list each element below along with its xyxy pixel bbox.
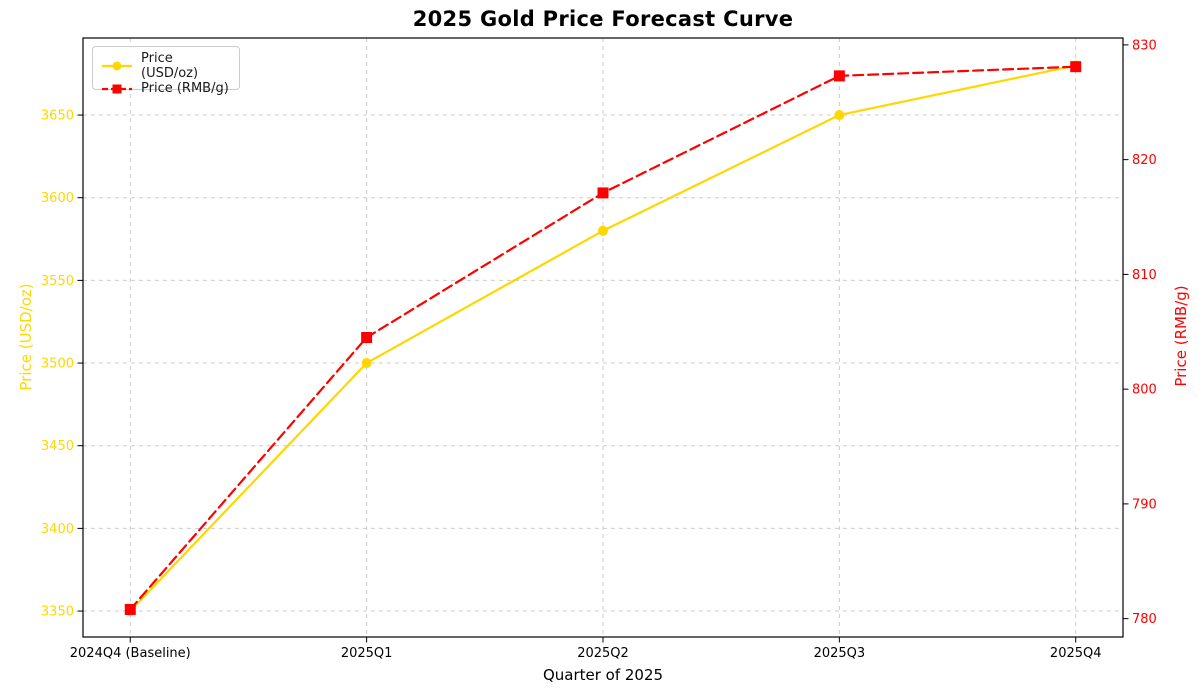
x-tick-label: 2025Q4 (1050, 646, 1102, 661)
y-tick-label-right: 790 (1132, 497, 1157, 512)
left-y-axis-label: Price (USD/oz) (17, 283, 35, 391)
legend-label-rmb: Price (RMB/g) (141, 81, 229, 96)
rmb-data-point-marker (1070, 61, 1082, 73)
y-tick-label-left: 3650 (41, 109, 74, 124)
x-tick-label: 2025Q3 (814, 646, 866, 661)
usd-data-point-marker (361, 358, 372, 369)
legend: Price (USD/oz) Price (RMB/g) (92, 46, 240, 96)
rmb-data-point-marker (597, 187, 609, 199)
x-axis-label: Quarter of 2025 (542, 666, 664, 684)
y-tick-label-right: 810 (1132, 268, 1157, 283)
y-tick-label-right: 830 (1132, 38, 1157, 53)
x-tick-label: 2025Q2 (577, 646, 629, 661)
rmb-data-point-marker (124, 603, 136, 615)
rmb-data-point-marker (833, 70, 845, 82)
y-tick-label-left: 3550 (41, 274, 74, 289)
legend-item-rmb: Price (RMB/g) (101, 81, 231, 96)
y-tick-label-left: 3400 (41, 522, 74, 537)
legend-item-usd: Price (USD/oz) (101, 51, 231, 81)
y-tick-label-left: 3600 (41, 191, 74, 206)
rmb-data-point-marker (361, 332, 373, 343)
legend-usd-line-icon (102, 61, 132, 71)
x-tick-label: 2024Q4 (Baseline) (70, 646, 191, 661)
chart-title: 2025 Gold Price Forecast Curve (412, 7, 794, 31)
y-tick-label-left: 3350 (41, 605, 74, 620)
y-tick-label-left: 3500 (41, 357, 74, 372)
right-y-axis-label: Price (RMB/g) (1172, 285, 1190, 387)
x-tick-label: 2025Q1 (341, 646, 393, 661)
y-tick-label-left: 3450 (41, 439, 74, 454)
usd-data-point-marker (834, 110, 845, 121)
legend-rmb-line-icon (102, 84, 132, 93)
legend-label-usd: Price (USD/oz) (141, 51, 199, 81)
y-tick-label-right: 780 (1132, 612, 1157, 627)
y-tick-label-right: 800 (1132, 383, 1157, 398)
usd-data-point-marker (598, 225, 608, 236)
y-tick-label-right: 820 (1132, 153, 1157, 168)
